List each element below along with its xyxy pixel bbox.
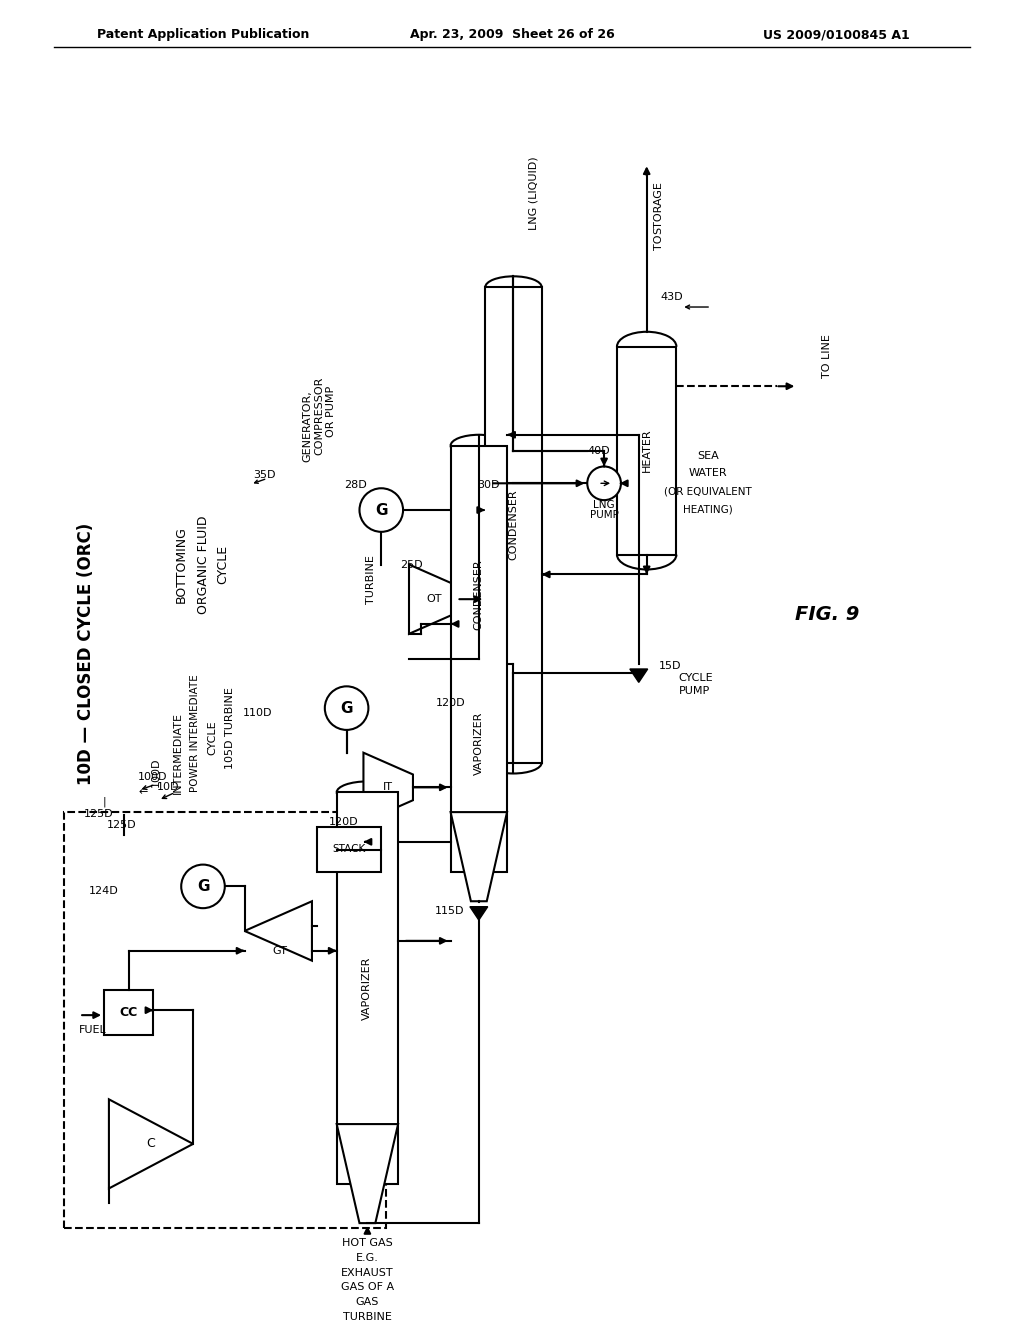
Polygon shape — [409, 565, 459, 634]
Text: ←: ← — [139, 787, 148, 797]
Text: COMPRESSOR: COMPRESSOR — [314, 376, 324, 455]
Text: 100D: 100D — [138, 772, 167, 783]
Polygon shape — [364, 752, 413, 822]
Text: 110D: 110D — [243, 708, 272, 718]
Text: GAS: GAS — [355, 1298, 379, 1307]
Text: HOT GAS: HOT GAS — [342, 1238, 393, 1247]
Text: 40D: 40D — [588, 446, 610, 455]
Text: G: G — [375, 503, 387, 517]
Text: LNG: LNG — [593, 500, 615, 510]
Text: 125D: 125D — [84, 809, 114, 820]
Text: CYCLE: CYCLE — [678, 673, 713, 684]
Text: CYCLE: CYCLE — [216, 545, 229, 583]
Text: STORAGE: STORAGE — [653, 182, 664, 235]
Polygon shape — [630, 669, 648, 682]
Text: HEATER: HEATER — [642, 429, 651, 473]
Text: TURBINE: TURBINE — [367, 554, 377, 603]
Text: IT: IT — [383, 783, 393, 792]
Text: SEA: SEA — [697, 450, 719, 461]
Text: 120D: 120D — [436, 698, 466, 708]
Text: |: | — [102, 797, 105, 808]
Text: OT: OT — [426, 594, 441, 605]
Text: Patent Application Publication: Patent Application Publication — [97, 28, 309, 41]
Text: GENERATOR,: GENERATOR, — [302, 389, 312, 462]
Text: BOTTOMING: BOTTOMING — [175, 527, 187, 603]
Text: 124D: 124D — [89, 886, 119, 896]
Text: (OR EQUIVALENT: (OR EQUIVALENT — [665, 486, 752, 496]
Text: POWER INTERMEDIATE: POWER INTERMEDIATE — [190, 675, 200, 792]
Text: CYCLE: CYCLE — [207, 721, 217, 755]
Text: 10D: 10D — [157, 783, 179, 792]
Bar — [316, 826, 381, 871]
Text: OR PUMP: OR PUMP — [326, 385, 336, 437]
Text: TO: TO — [653, 235, 664, 251]
Text: 30D: 30D — [477, 480, 500, 490]
Text: STACK: STACK — [333, 845, 366, 854]
Text: 120D: 120D — [330, 817, 359, 828]
Bar — [65, 812, 386, 1228]
Text: 35D: 35D — [253, 470, 275, 480]
Text: EXHAUST: EXHAUST — [341, 1267, 393, 1278]
Text: 100D: 100D — [151, 758, 161, 787]
Text: PUMP: PUMP — [590, 510, 618, 520]
Text: CONDENSER: CONDENSER — [474, 560, 483, 630]
Text: FIG. 9: FIG. 9 — [795, 605, 859, 623]
Text: LNG (LIQUID): LNG (LIQUID) — [528, 156, 539, 230]
Polygon shape — [470, 907, 487, 920]
Circle shape — [181, 865, 225, 908]
Polygon shape — [245, 902, 312, 961]
Text: VAPORIZER: VAPORIZER — [362, 956, 373, 1019]
Bar — [337, 792, 398, 1184]
Text: FUEL: FUEL — [79, 1026, 106, 1035]
Text: 125D: 125D — [106, 820, 136, 830]
Text: CC: CC — [120, 1006, 138, 1019]
Text: ORGANIC FLUID: ORGANIC FLUID — [197, 515, 210, 614]
Text: TO LINE: TO LINE — [822, 334, 831, 379]
Polygon shape — [337, 1125, 398, 1224]
Text: C: C — [146, 1138, 155, 1151]
Text: HEATING): HEATING) — [683, 504, 733, 513]
Text: 28D: 28D — [344, 480, 367, 490]
Text: US 2009/0100845 A1: US 2009/0100845 A1 — [764, 28, 910, 41]
Text: INTERMEDIATE: INTERMEDIATE — [173, 711, 183, 793]
Text: E.G.: E.G. — [356, 1253, 379, 1263]
Polygon shape — [109, 1100, 194, 1188]
Text: 43D: 43D — [660, 292, 683, 302]
Text: VAPORIZER: VAPORIZER — [474, 711, 483, 775]
Circle shape — [325, 686, 369, 730]
Text: 15D: 15D — [658, 660, 681, 671]
Text: 25D: 25D — [399, 560, 422, 569]
Text: 115D: 115D — [434, 906, 464, 916]
Text: GT: GT — [272, 945, 288, 956]
Text: G: G — [340, 701, 353, 715]
Text: 10D — CLOSED CYCLE (ORC): 10D — CLOSED CYCLE (ORC) — [77, 523, 95, 785]
Circle shape — [588, 466, 621, 500]
Bar — [485, 288, 542, 763]
Text: TURBINE: TURBINE — [343, 1312, 392, 1320]
Bar — [617, 347, 677, 554]
Circle shape — [359, 488, 403, 532]
Polygon shape — [451, 812, 507, 902]
Text: CONDENSER: CONDENSER — [509, 490, 518, 560]
Text: G: G — [197, 879, 209, 894]
Text: GAS OF A: GAS OF A — [341, 1283, 394, 1292]
Text: PUMP: PUMP — [678, 686, 710, 696]
Text: WATER: WATER — [689, 469, 727, 478]
Bar — [104, 990, 154, 1035]
Bar — [451, 446, 507, 871]
Text: 105D TURBINE: 105D TURBINE — [224, 686, 234, 768]
Text: Apr. 23, 2009  Sheet 26 of 26: Apr. 23, 2009 Sheet 26 of 26 — [410, 28, 614, 41]
